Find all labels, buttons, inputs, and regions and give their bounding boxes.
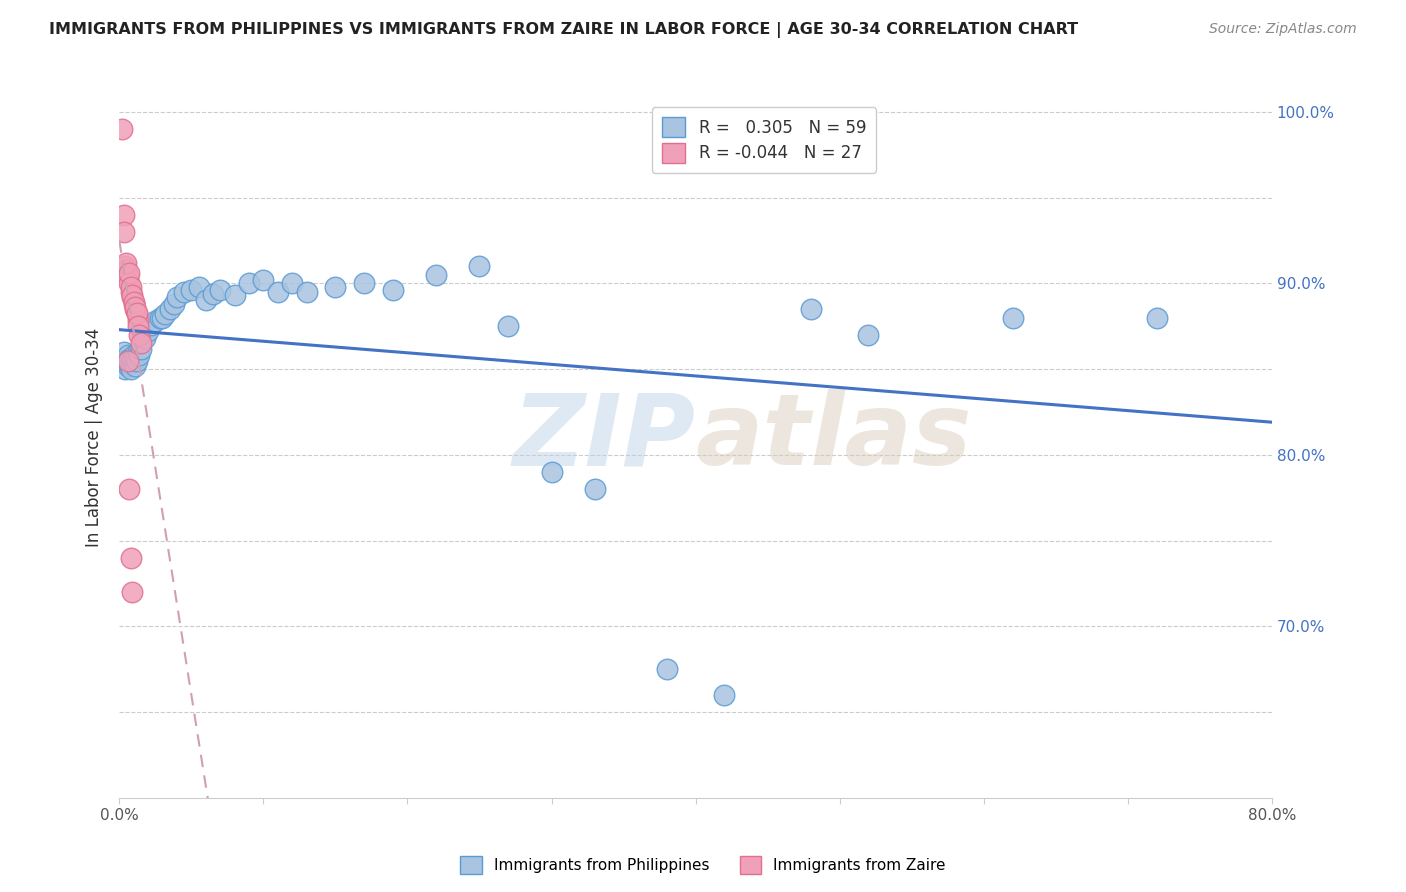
Text: Source: ZipAtlas.com: Source: ZipAtlas.com: [1209, 22, 1357, 37]
Point: [125, 307, 148, 321]
Point: [131, 327, 153, 342]
Point: [498, 319, 520, 334]
Point: [111, 353, 134, 368]
Point: [159, 301, 181, 316]
Point: [117, 359, 139, 373]
Point: [295, 285, 318, 299]
Text: IMMIGRANTS FROM PHILIPPINES VS IMMIGRANTS FROM ZAIRE IN LABOR FORCE | AGE 30-34 : IMMIGRANTS FROM PHILIPPINES VS IMMIGRANT…: [49, 22, 1078, 38]
Point: [122, 353, 145, 368]
Point: [124, 359, 146, 373]
Point: [125, 305, 148, 319]
Point: [143, 314, 166, 328]
Point: [124, 351, 146, 366]
Point: [117, 348, 139, 362]
Point: [134, 331, 156, 345]
Point: [121, 585, 143, 599]
Point: [124, 301, 146, 316]
Point: [127, 319, 149, 334]
Point: [1001, 310, 1024, 325]
Text: ZIP: ZIP: [513, 389, 696, 486]
Point: [120, 550, 142, 565]
Point: [115, 256, 138, 270]
Point: [112, 225, 135, 239]
Point: [118, 357, 141, 371]
Point: [267, 285, 290, 299]
Point: [121, 351, 143, 366]
Point: [252, 273, 274, 287]
Y-axis label: In Labor Force | Age 30-34: In Labor Force | Age 30-34: [86, 328, 103, 548]
Point: [117, 353, 139, 368]
Point: [127, 314, 149, 328]
Point: [121, 290, 143, 304]
Point: [655, 662, 678, 676]
Point: [209, 283, 232, 297]
Point: [121, 355, 143, 369]
Point: [800, 301, 823, 316]
Point: [117, 269, 139, 284]
Point: [325, 279, 347, 293]
Point: [114, 362, 136, 376]
Point: [118, 482, 141, 496]
Point: [713, 688, 735, 702]
Point: [540, 465, 562, 479]
Point: [1146, 310, 1168, 325]
Point: [111, 122, 134, 136]
Point: [120, 279, 142, 293]
Point: [127, 345, 149, 359]
Text: atlas: atlas: [696, 389, 972, 486]
Point: [129, 336, 152, 351]
Point: [120, 285, 142, 299]
Point: [353, 277, 375, 291]
Point: [122, 295, 145, 310]
Point: [120, 353, 142, 368]
Point: [121, 288, 143, 302]
Point: [468, 259, 491, 273]
Point: [187, 279, 209, 293]
Point: [155, 307, 177, 321]
Point: [132, 319, 155, 334]
Point: [858, 327, 880, 342]
Point: [163, 297, 186, 311]
Point: [122, 297, 145, 311]
Point: [112, 345, 135, 359]
Point: [118, 351, 141, 366]
Point: [118, 266, 141, 280]
Point: [128, 327, 150, 342]
Point: [112, 208, 135, 222]
Point: [152, 310, 174, 325]
Point: [118, 277, 141, 291]
Point: [115, 262, 138, 277]
Point: [583, 482, 606, 496]
Legend: R =   0.305   N = 59, R = -0.044   N = 27: R = 0.305 N = 59, R = -0.044 N = 27: [652, 107, 876, 172]
Point: [120, 362, 142, 376]
Point: [122, 348, 145, 362]
Point: [238, 277, 260, 291]
Point: [124, 301, 146, 315]
Point: [128, 348, 150, 362]
Legend: Immigrants from Philippines, Immigrants from Zaire: Immigrants from Philippines, Immigrants …: [454, 850, 952, 880]
Point: [129, 342, 152, 356]
Point: [173, 285, 195, 299]
Point: [201, 286, 224, 301]
Point: [114, 259, 136, 273]
Point: [425, 268, 447, 282]
Point: [224, 288, 246, 302]
Point: [166, 290, 188, 304]
Point: [281, 277, 304, 291]
Point: [382, 283, 405, 297]
Point: [114, 353, 136, 368]
Point: [139, 318, 162, 332]
Point: [149, 310, 172, 325]
Point: [115, 353, 138, 368]
Point: [125, 353, 148, 368]
Point: [194, 293, 217, 308]
Point: [136, 324, 159, 338]
Point: [180, 283, 202, 297]
